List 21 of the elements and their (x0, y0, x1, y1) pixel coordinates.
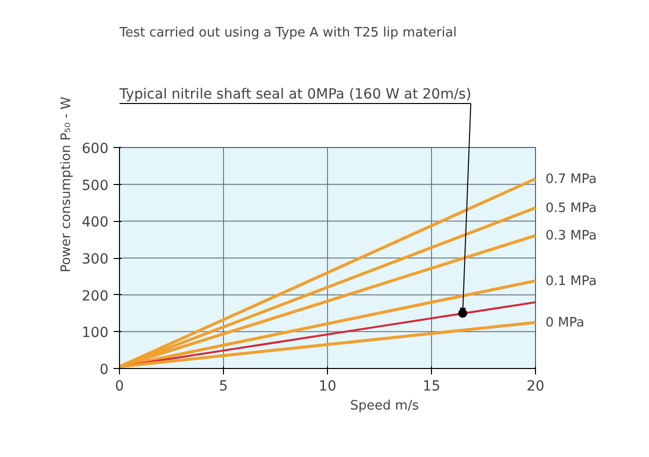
y-tick-label: 100 (82, 325, 109, 342)
series-label: 0.3 MPa (546, 228, 597, 244)
x-tick-label: 20 (526, 378, 544, 394)
series-label: 0.5 MPa (546, 200, 597, 216)
x-tick-label: 15 (422, 378, 440, 394)
chart-title: Test carried out using a Type A with T25 lip material (118, 26, 457, 40)
y-tick-label: 0 (100, 362, 109, 378)
y-tick-label: 500 (82, 178, 109, 194)
series-label: 0.7 MPa (546, 172, 597, 187)
series-label: 0 MPa (546, 315, 584, 330)
y-axis-title: Power consumption P₅₀ - W (58, 96, 74, 272)
series-label: 0.1 MPa (546, 274, 597, 289)
y-tick-label: 600 (82, 141, 109, 157)
y-tick-label: 400 (82, 214, 109, 231)
annotation: Typical nitrile shaft seal at 0MPa (160 W at 20m/s) (118, 86, 472, 102)
y-tick-label: 200 (82, 288, 109, 304)
x-tick-label: 10 (318, 378, 336, 394)
x-tick-label: 0 (115, 378, 124, 394)
x-tick-label: 5 (219, 378, 228, 394)
y-tick-label: 300 (82, 252, 109, 268)
x-axis-title: Speed m/s (350, 398, 420, 414)
